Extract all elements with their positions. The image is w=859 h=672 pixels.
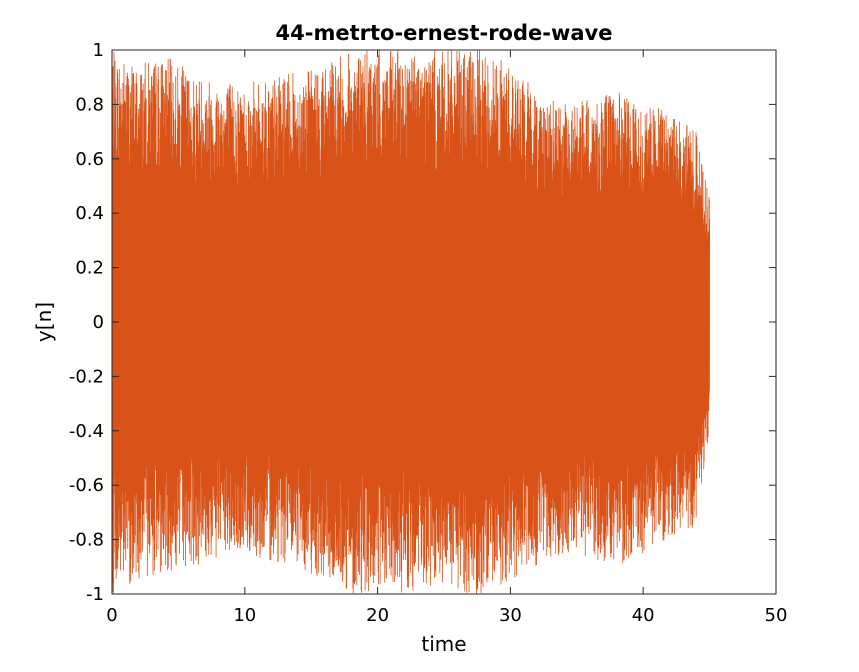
x-tick-label: 0 [106,605,117,626]
y-tick-label: -0.2 [69,366,104,387]
y-tick-label: 1 [93,40,104,61]
x-tick-label: 10 [233,605,256,626]
y-tick-label: 0.4 [75,203,104,224]
x-tick-label: 40 [632,605,655,626]
y-tick-label: -1 [86,584,104,605]
y-tick-label: -0.8 [69,530,104,551]
y-tick-label: 0 [93,312,104,333]
y-axis-label: y[n] [32,302,56,342]
y-tick-label: 0.8 [75,94,104,115]
x-tick-label: 50 [765,605,788,626]
x-tick-label: 30 [499,605,522,626]
y-tick-label: -0.4 [69,421,104,442]
y-tick-label: 0.2 [75,258,104,279]
x-axis-label: time [421,632,466,656]
x-tick-label: 20 [366,605,389,626]
plot-area [111,50,710,594]
y-tick-label: 0.6 [75,149,104,170]
ticks-layer: 0 10 20 30 40 50 1 0.8 0.6 0.4 0.2 0 -0.2 -0.4 -0.6 -0.… [69,40,788,626]
waveform-series-line [111,50,710,594]
y-tick-label: -0.6 [69,475,104,496]
chart-title: 44-metrto-ernest-rode-wave [276,21,613,45]
